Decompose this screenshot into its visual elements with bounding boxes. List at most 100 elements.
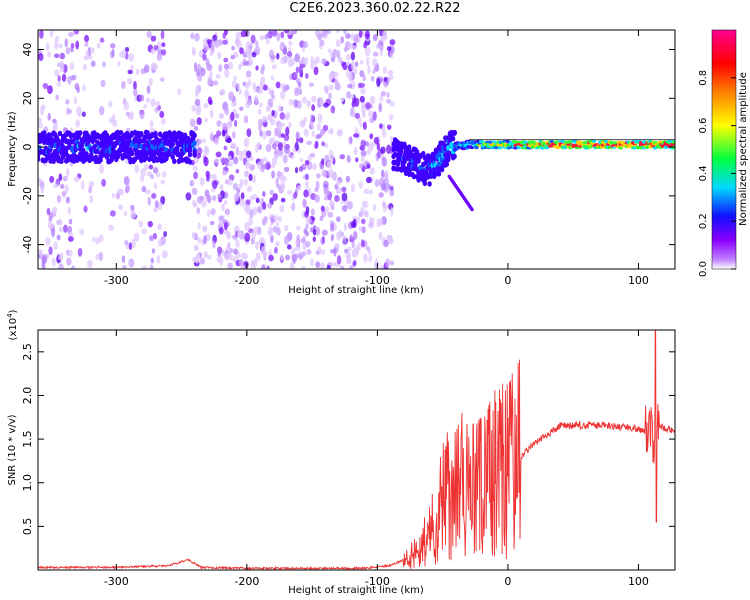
noise-cell [227, 262, 233, 269]
noise-cell [129, 110, 135, 121]
top-plot-frame [37, 29, 676, 270]
noise-cell [48, 246, 53, 256]
noise-cell [334, 243, 340, 248]
noise-cell [149, 120, 154, 129]
noise-cell [260, 245, 266, 256]
noise-cell [195, 107, 201, 116]
noise-cell [45, 236, 51, 246]
noise-cell [145, 189, 151, 195]
noise-cell [39, 249, 44, 259]
noise-cell [143, 104, 148, 109]
snr-line-group [38, 330, 675, 570]
noise-cell [207, 254, 212, 260]
noise-cell [132, 88, 138, 97]
noise-cell [239, 198, 245, 208]
noise-cell [261, 64, 265, 71]
noise-cell [259, 130, 263, 137]
noise-cell [276, 32, 281, 42]
noise-cell [206, 174, 210, 182]
noise-cell [351, 102, 356, 108]
x-tick-label-top: -200 [234, 274, 259, 287]
noise-cell [363, 253, 368, 263]
noise-cell [348, 72, 353, 82]
noise-cell [389, 39, 396, 46]
noise-cell [119, 51, 124, 58]
noise-cell [365, 176, 372, 184]
noise-cell [235, 191, 240, 200]
ridge-cell [441, 140, 446, 147]
x-axis-label-bottom: Height of straight line (km) [288, 585, 424, 596]
noise-cell [300, 238, 306, 243]
noise-cell [101, 178, 107, 187]
noise-cell [291, 247, 296, 256]
noise-cell [147, 196, 152, 206]
noise-cell [328, 149, 334, 157]
noise-cell [356, 216, 361, 225]
noise-cell [328, 84, 335, 91]
noise-cell [364, 46, 371, 57]
bottom-plot-frame [37, 329, 676, 571]
noise-cell [348, 265, 354, 269]
noise-cell [224, 208, 231, 216]
noise-cell [341, 186, 347, 193]
noise-cell [151, 192, 157, 199]
colorbar-tick-label: 0.8 [698, 70, 709, 86]
noise-cell [192, 199, 196, 207]
noise-cell [191, 187, 198, 195]
noise-cell [288, 40, 293, 47]
noise-cell [265, 37, 270, 45]
noise-cell [153, 44, 159, 51]
noise-cell [285, 126, 290, 136]
ridge-cell [591, 139, 597, 143]
noise-cell [314, 140, 319, 149]
ridge-cell [446, 145, 451, 151]
noise-cell [262, 130, 267, 140]
noise-cell [295, 77, 300, 83]
noise-cell [301, 56, 305, 63]
noise-cell [111, 192, 116, 198]
noise-cell [216, 51, 222, 59]
noise-cell [283, 224, 289, 231]
noise-cell [376, 142, 381, 151]
noise-cell [202, 138, 207, 144]
noise-cell [272, 30, 278, 37]
noise-cell [379, 30, 384, 37]
noise-cell [342, 238, 348, 246]
noise-cell [131, 238, 136, 249]
noise-cell [56, 234, 61, 241]
noise-cell [245, 160, 251, 170]
noise-cell [41, 104, 46, 110]
noise-cell [293, 191, 298, 200]
noise-cell [372, 204, 377, 212]
noise-cell [65, 99, 70, 105]
noise-cell [258, 82, 264, 90]
noise-cell [117, 61, 121, 67]
noise-cell [213, 137, 220, 145]
noise-cell [295, 131, 300, 141]
ridge-cell [139, 131, 144, 137]
noise-cell [330, 204, 335, 211]
noise-cell [215, 151, 222, 158]
noise-cell [381, 129, 387, 139]
y-tick-label-bottom: 1.5 [21, 430, 34, 448]
noise-cell [163, 231, 168, 238]
noise-cell [152, 167, 159, 174]
noise-cell [306, 140, 312, 145]
x-tick-label-top: 0 [504, 274, 511, 287]
noise-cell [130, 64, 134, 71]
noise-cell [271, 170, 276, 179]
ridge-cell [405, 154, 410, 161]
noise-cell [98, 164, 105, 174]
noise-cell [294, 166, 299, 174]
noise-cell [319, 215, 324, 222]
ridge-cell [157, 131, 163, 138]
noise-cell [258, 118, 264, 127]
noise-cell [247, 79, 252, 87]
noise-cell [146, 30, 152, 39]
noise-cell [228, 155, 232, 162]
noise-cell [301, 46, 306, 53]
noise-cell [336, 129, 342, 137]
noise-cell [350, 60, 355, 71]
noise-cell [156, 52, 163, 62]
ridge-cell [671, 140, 675, 144]
